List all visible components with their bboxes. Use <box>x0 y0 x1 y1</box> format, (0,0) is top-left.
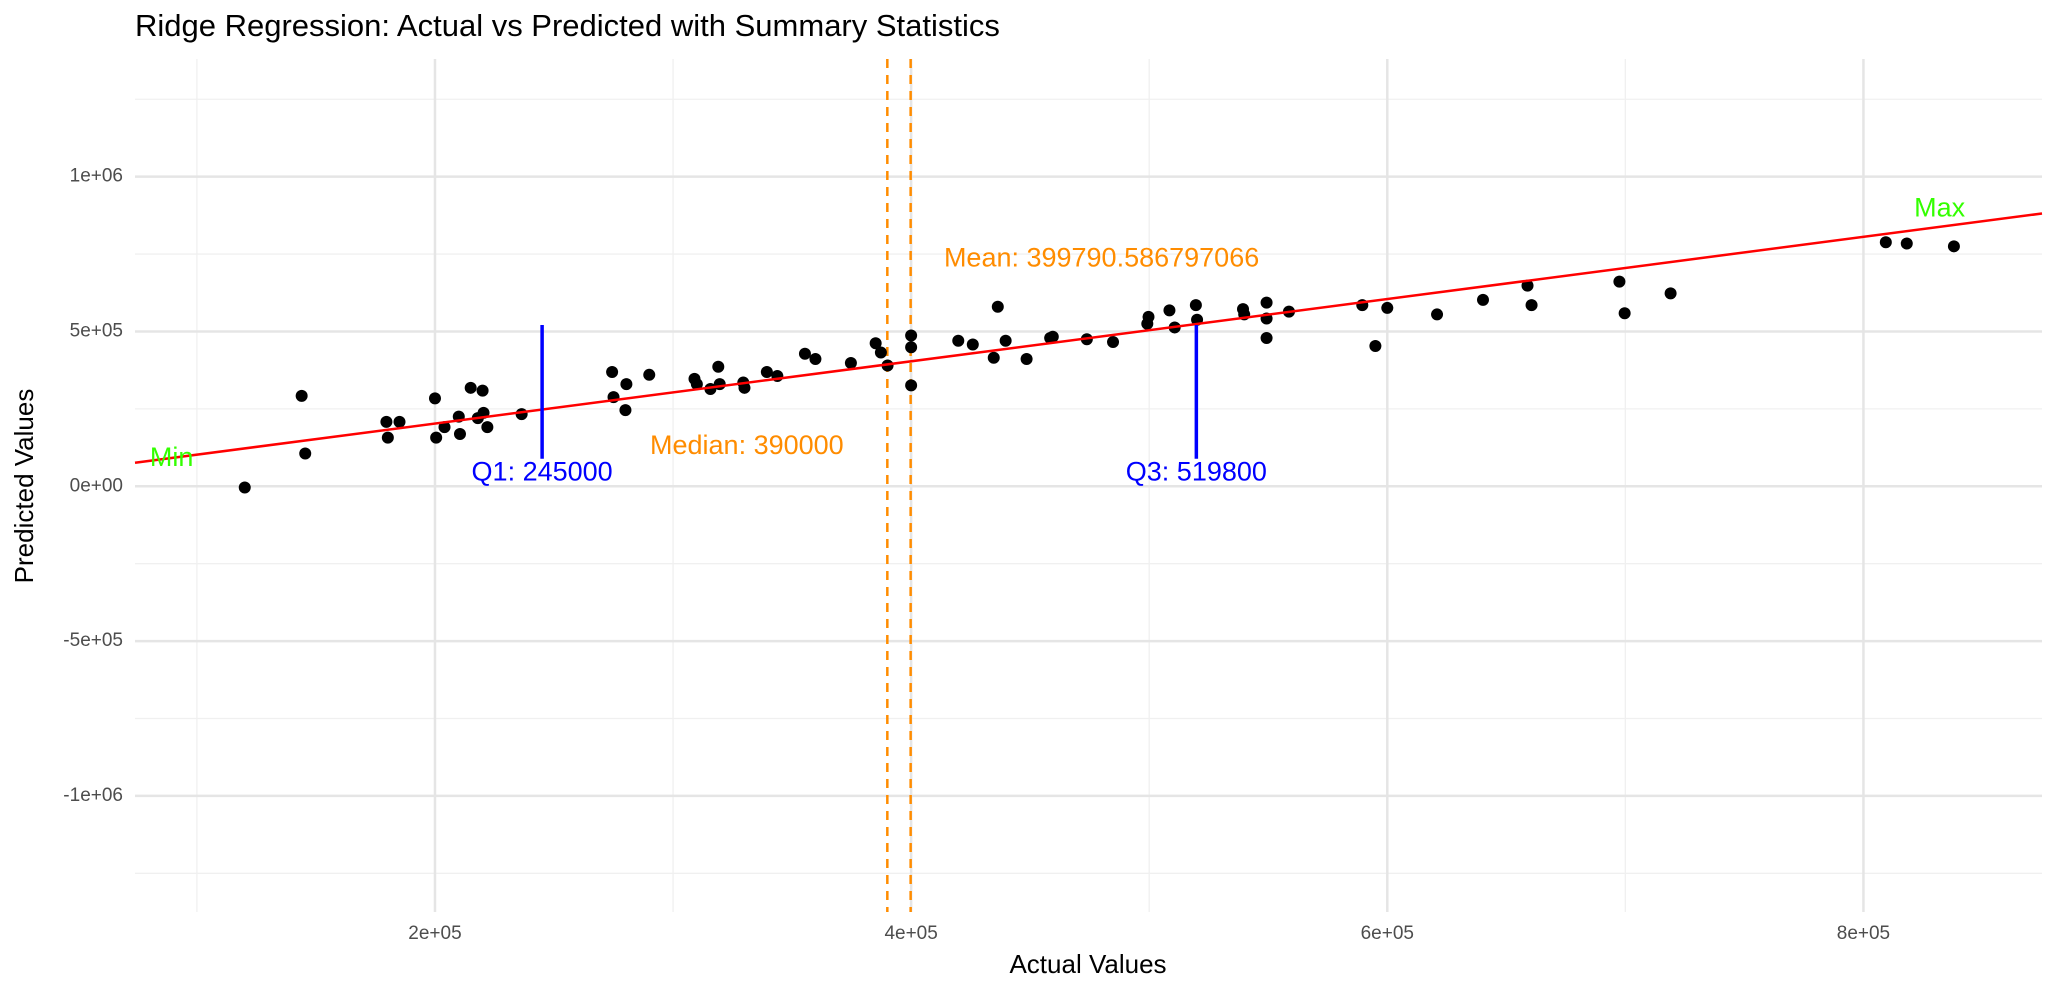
data-point <box>869 337 882 350</box>
data-point <box>428 392 441 405</box>
data-point <box>760 366 773 379</box>
data-point <box>1879 236 1892 249</box>
data-point <box>393 415 406 428</box>
data-point <box>991 300 1004 313</box>
x-tick-label: 8e+05 <box>1837 923 1890 944</box>
data-point <box>1664 287 1677 300</box>
data-point <box>619 404 632 417</box>
data-point <box>381 431 394 444</box>
data-point <box>438 421 451 434</box>
data-point <box>999 334 1012 347</box>
data-point <box>905 379 918 392</box>
data-point <box>464 381 477 394</box>
x-tick-label: 4e+05 <box>884 923 937 944</box>
data-point <box>481 421 494 434</box>
data-point <box>643 368 656 381</box>
data-point <box>1142 310 1155 323</box>
data-point <box>1521 279 1534 292</box>
x-tick-label: 2e+05 <box>408 923 461 944</box>
data-point <box>1369 340 1382 353</box>
data-point <box>1613 275 1626 288</box>
y-tick-label: -1e+06 <box>63 785 123 806</box>
data-point <box>952 334 965 347</box>
data-point <box>987 351 1000 364</box>
data-point <box>430 431 443 444</box>
data-point <box>238 481 251 494</box>
x-axis-title: Actual Values <box>1009 949 1166 979</box>
data-point <box>874 346 887 359</box>
annotation: Median: 390000 <box>650 430 844 460</box>
data-point <box>1431 308 1444 321</box>
data-point <box>1046 330 1059 343</box>
annotation: Mean: 399790.586797066 <box>944 242 1259 272</box>
data-point <box>712 360 725 373</box>
y-tick-label: 1e+06 <box>70 166 123 187</box>
data-point <box>1163 304 1176 317</box>
data-point <box>1260 331 1273 344</box>
data-point <box>453 427 466 440</box>
chart-title: Ridge Regression: Actual vs Predicted wi… <box>135 8 1000 43</box>
data-point <box>380 415 393 428</box>
annotation: Q3: 519800 <box>1126 456 1267 486</box>
data-point <box>606 366 619 379</box>
data-point <box>620 378 633 391</box>
data-point <box>844 357 857 370</box>
data-point <box>905 329 918 342</box>
fit-line <box>134 212 2043 464</box>
data-point <box>809 353 822 366</box>
data-point <box>1947 240 1960 253</box>
data-point <box>738 381 751 394</box>
data-point <box>713 378 726 391</box>
data-point <box>1900 237 1913 250</box>
annotation: Max <box>1914 193 1966 223</box>
data-point <box>1260 296 1273 309</box>
data-point <box>966 338 979 351</box>
data-point <box>1618 307 1631 320</box>
data-point <box>515 408 528 421</box>
annotation: Q1: 245000 <box>472 456 613 486</box>
data-point <box>1476 293 1489 306</box>
data-point <box>1107 335 1120 348</box>
data-point <box>1525 299 1538 312</box>
data-point <box>1189 299 1202 312</box>
data-point <box>299 447 312 460</box>
y-tick-label: 0e+00 <box>70 475 123 496</box>
x-tick-label: 6e+05 <box>1361 923 1414 944</box>
data-point <box>905 341 918 354</box>
data-point <box>1381 301 1394 314</box>
data-point <box>476 384 489 397</box>
y-tick-label: -5e+05 <box>63 630 123 651</box>
data-point <box>798 347 811 360</box>
data-point <box>295 389 308 402</box>
data-point <box>1020 353 1033 366</box>
data-point <box>690 378 703 391</box>
y-axis-title: Predicted Values <box>9 389 39 584</box>
y-tick-label: 5e+05 <box>70 320 123 341</box>
annotation: Min <box>150 442 194 472</box>
